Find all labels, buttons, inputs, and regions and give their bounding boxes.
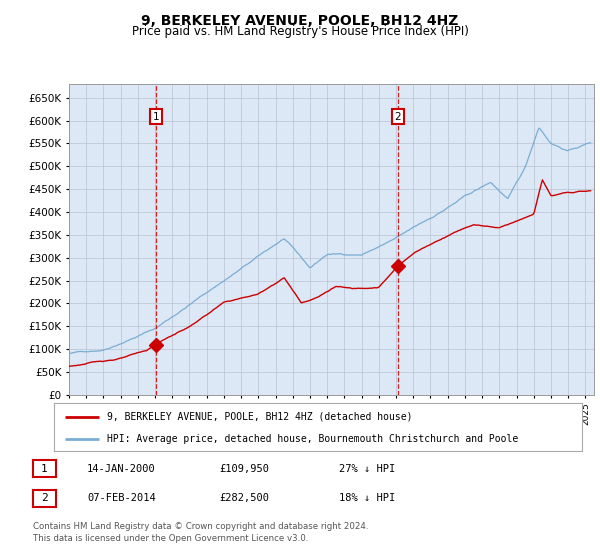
- Text: £282,500: £282,500: [219, 493, 269, 503]
- Text: HPI: Average price, detached house, Bournemouth Christchurch and Poole: HPI: Average price, detached house, Bour…: [107, 434, 518, 444]
- Text: 9, BERKELEY AVENUE, POOLE, BH12 4HZ: 9, BERKELEY AVENUE, POOLE, BH12 4HZ: [142, 14, 458, 28]
- Text: 2: 2: [394, 111, 401, 122]
- Text: 07-FEB-2014: 07-FEB-2014: [87, 493, 156, 503]
- Text: 14-JAN-2000: 14-JAN-2000: [87, 464, 156, 474]
- Text: 1: 1: [41, 464, 48, 474]
- Text: 1: 1: [152, 111, 159, 122]
- Text: 27% ↓ HPI: 27% ↓ HPI: [339, 464, 395, 474]
- Text: Contains HM Land Registry data © Crown copyright and database right 2024.
This d: Contains HM Land Registry data © Crown c…: [33, 522, 368, 543]
- Text: Price paid vs. HM Land Registry's House Price Index (HPI): Price paid vs. HM Land Registry's House …: [131, 25, 469, 38]
- Text: 2: 2: [41, 493, 48, 503]
- Text: 18% ↓ HPI: 18% ↓ HPI: [339, 493, 395, 503]
- Text: 9, BERKELEY AVENUE, POOLE, BH12 4HZ (detached house): 9, BERKELEY AVENUE, POOLE, BH12 4HZ (det…: [107, 412, 412, 422]
- Text: £109,950: £109,950: [219, 464, 269, 474]
